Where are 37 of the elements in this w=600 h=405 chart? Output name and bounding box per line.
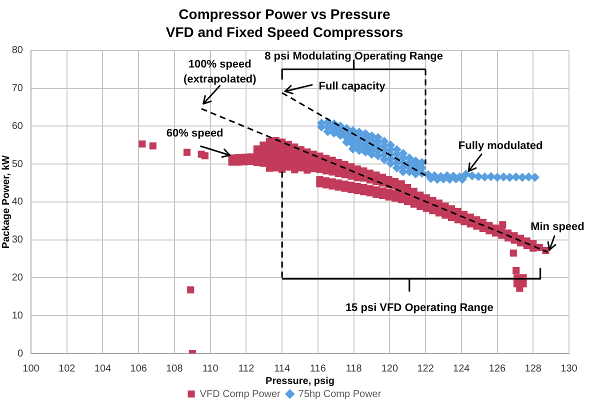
- x-tick-label: 110: [202, 363, 219, 374]
- x-tick-label: 126: [488, 363, 506, 374]
- x-tick-label: 122: [417, 363, 434, 374]
- annotation: Fully modulated: [458, 140, 543, 152]
- annotation: 8 psi Modulating Operating Range: [264, 50, 444, 62]
- chart-title: Compressor Power vs Pressure VFD and Fixed Speed Compressors: [166, 6, 404, 40]
- y-axis-title: Package Power, kW: [0, 154, 12, 249]
- annotation: 60% speed: [166, 127, 224, 140]
- x-tick-label: 100: [22, 363, 40, 374]
- x-tick-label: 130: [560, 363, 578, 374]
- annotation: 15 psi VFD Operating Range: [345, 302, 494, 314]
- y-tick-label: 10: [12, 310, 24, 322]
- y-tick-label: 80: [12, 45, 24, 56]
- x-tick-label: 104: [94, 363, 112, 374]
- legend-label: 75hp Comp Power: [298, 388, 382, 400]
- legend-label: VFD Comp Power: [200, 388, 282, 400]
- x-tick-label: 108: [166, 363, 184, 374]
- x-tick-label: 112: [238, 363, 255, 374]
- y-tick-label: 30: [12, 234, 24, 246]
- x-tick-label: 120: [381, 363, 398, 374]
- x-tick-label: 124: [453, 363, 470, 374]
- y-tick-label: 0: [17, 348, 24, 360]
- x-tick-label: 116: [310, 363, 326, 374]
- y-tick-label: 20: [12, 272, 24, 284]
- y-tick-label: 50: [12, 158, 24, 170]
- annotation: Full capacity: [318, 80, 386, 92]
- y-tick-label: 70: [12, 83, 24, 94]
- x-tick-label: 118: [346, 363, 362, 374]
- x-tick-label: 114: [274, 363, 290, 374]
- x-tick-label: 106: [130, 363, 148, 374]
- x-tick-label: 128: [524, 363, 542, 374]
- annotation: 100% speed (extrapolated): [183, 58, 257, 86]
- y-tick-label: 40: [12, 196, 24, 208]
- annotation: Min speed: [530, 220, 584, 233]
- y-tick-label: 60: [12, 120, 24, 132]
- x-tick-label: 102: [58, 363, 76, 374]
- x-axis-title: Pressure, psig: [266, 376, 334, 387]
